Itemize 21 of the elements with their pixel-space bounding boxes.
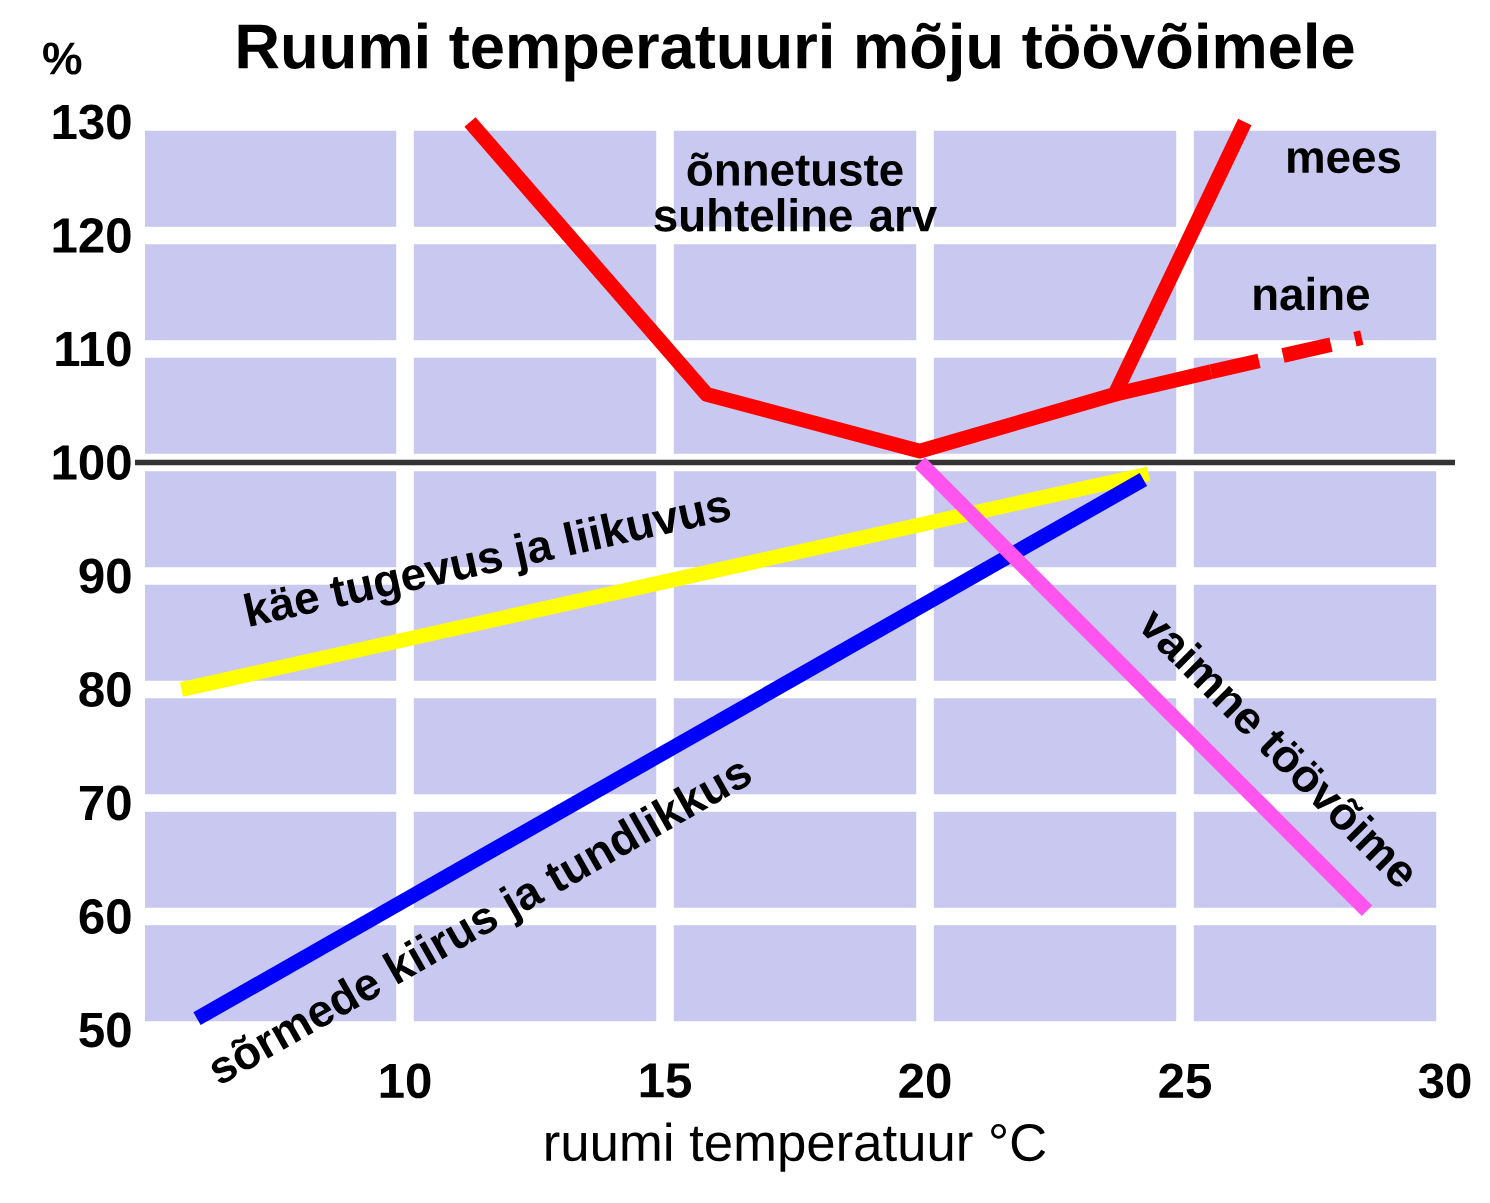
x-tick-label: 25	[1159, 1063, 1212, 1099]
x-tick-label: 20	[899, 1063, 951, 1099]
y-tick-label: 60	[79, 899, 131, 934]
x-tick-label: 15	[640, 1063, 692, 1098]
y-axis-title: %	[43, 42, 82, 75]
y-tick-label: 50	[79, 1012, 131, 1048]
y-tick-label: 120	[53, 218, 131, 253]
annotation: õnnetuste suhteline arv	[654, 152, 937, 232]
x-tick-label: 10	[380, 1063, 431, 1099]
y-tick-label: 80	[79, 672, 131, 707]
x-axis-title: ruumi temperatuur °C	[546, 1122, 1046, 1172]
y-tick-label: 110	[56, 331, 131, 367]
y-tick-label: 130	[53, 104, 131, 140]
text: käe tugevus ja liikuvus	[243, 497, 731, 627]
series-label: mees	[1288, 148, 1400, 174]
y-tick-label: 90	[79, 558, 131, 594]
series-label: naine	[1254, 276, 1369, 311]
y-tick-label: 100	[53, 445, 131, 480]
y-tick-label: 70	[79, 785, 131, 821]
x-tick-label: 30	[1418, 1063, 1471, 1099]
chart-title: Ruumi temperatuuri mõju töövõimele	[238, 22, 1354, 82]
